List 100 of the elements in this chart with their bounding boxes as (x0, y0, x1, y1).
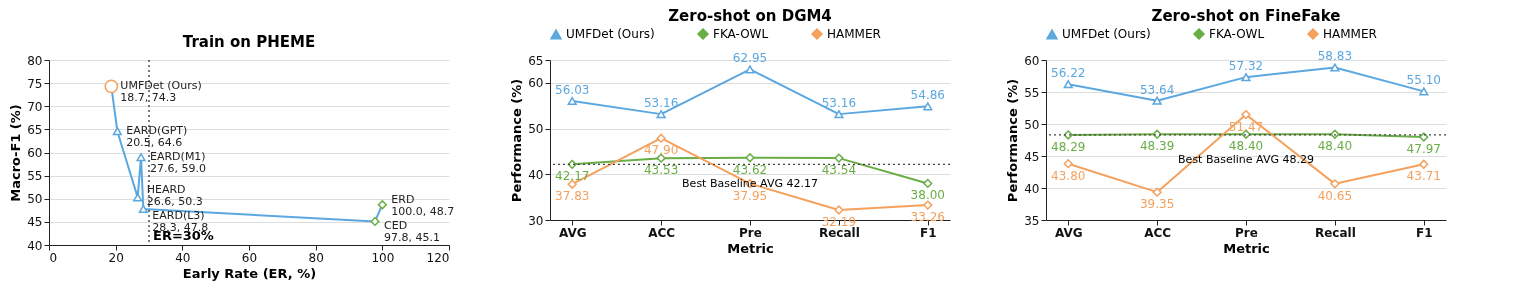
data-label: 48.40 (1317, 139, 1353, 154)
point (567, 96, 577, 106)
annotation: HEARD 26.6, 50.3 (146, 183, 203, 209)
point (834, 153, 844, 163)
legend-label: UMFDet (Ours) (1062, 27, 1151, 42)
y-tick-label: 35 (1024, 213, 1040, 228)
x-tick-label: Recall (818, 225, 860, 240)
point (745, 65, 755, 74)
data-label: 62.95 (732, 51, 768, 66)
x-axis-title: Early Rate (ER, %) (182, 265, 317, 281)
y-tick-label: 80 (27, 53, 43, 68)
y-tick-label: 50 (27, 192, 43, 207)
x-tick-label: Recall (1314, 225, 1356, 240)
y-axis-title: Performance (%) (509, 78, 525, 203)
point (923, 200, 933, 210)
y-tick-label: 65 (528, 53, 544, 68)
x-tick-label: 40 (175, 250, 191, 265)
point (133, 193, 143, 202)
point (1241, 73, 1251, 82)
point (745, 153, 755, 163)
data-label: 53.16 (643, 96, 679, 111)
data-label: 53.64 (1139, 82, 1175, 97)
data-label: 53.16 (821, 96, 857, 111)
data-label: 55.10 (1406, 73, 1441, 88)
data-label: 47.90 (643, 143, 679, 158)
annotation: CED 97.8, 45.1 (384, 218, 440, 244)
point (1330, 63, 1340, 72)
y-tick-label: 70 (27, 99, 43, 114)
point (1241, 109, 1251, 120)
x-axis-title: Metric (727, 240, 774, 256)
annotation: EARD(GPT) 20.5, 64.6 (126, 124, 188, 150)
point (834, 110, 844, 119)
y-tick-label: 50 (1024, 117, 1040, 132)
data-label: 43.62 (732, 162, 768, 177)
point (656, 133, 666, 143)
x-tick-label: ACC (648, 225, 676, 240)
data-label: 58.83 (1317, 49, 1353, 64)
y-tick-label: 55 (27, 169, 43, 184)
y-tick-label: 30 (528, 213, 544, 228)
x-axis-title: Metric (1223, 240, 1270, 256)
x-tick-label: 80 (308, 250, 324, 265)
data-label: 37.95 (732, 188, 768, 203)
data-label: 43.54 (821, 163, 857, 178)
data-label: 54.86 (910, 88, 945, 103)
x-tick-label: AVG (1054, 225, 1083, 240)
data-label: 56.03 (555, 83, 590, 98)
y-tick-label: 50 (528, 122, 544, 137)
y-tick-label: 40 (1024, 181, 1040, 196)
data-label: 48.29 (1051, 139, 1086, 154)
annotation: UMFDet (Ours) 18.7, 74.3 (120, 79, 202, 105)
x-tick-label: 120 (426, 250, 450, 265)
legend-label: FKA-OWL (1209, 27, 1265, 41)
chart-title: Train on PHEME (182, 33, 316, 51)
point (1330, 179, 1340, 189)
point (104, 79, 119, 94)
chart-title: Zero-shot on FineFake (1151, 7, 1341, 25)
y-tick-label: 60 (1024, 53, 1040, 68)
point (1063, 80, 1073, 89)
data-label: 56.22 (1051, 66, 1086, 81)
point (377, 200, 387, 210)
point (138, 204, 148, 214)
y-tick-label: 75 (27, 76, 43, 91)
data-label: 57.32 (1228, 59, 1264, 74)
x-tick-label: 20 (108, 250, 124, 265)
data-label: 48.40 (1228, 139, 1264, 154)
data-label: 48.39 (1139, 139, 1175, 154)
x-tick-label: ACC (1144, 225, 1172, 240)
y-tick-label: 40 (27, 238, 43, 253)
x-tick-label: 100 (371, 250, 395, 265)
x-tick-label: 0 (49, 250, 58, 265)
legend-label: UMFDet (Ours) (566, 27, 655, 42)
point (1152, 96, 1162, 105)
data-label: 40.65 (1317, 188, 1353, 203)
chart-title: Zero-shot on DGM4 (668, 7, 832, 25)
x-tick-label: Pre (739, 225, 762, 240)
point (923, 102, 933, 111)
y-tick-label: 45 (27, 215, 43, 230)
point (1063, 159, 1073, 169)
point (567, 179, 577, 189)
data-label: 43.53 (643, 163, 679, 178)
point (656, 153, 666, 163)
annotation: ERD 100.0, 48.7 (391, 193, 455, 219)
data-label: 47.97 (1406, 141, 1441, 156)
y-tick-label: 40 (528, 167, 544, 182)
data-label: 43.80 (1051, 168, 1086, 183)
legend-label: HAMMER (1323, 27, 1377, 41)
x-tick-label: Pre (1235, 225, 1258, 240)
point (1152, 187, 1162, 197)
y-tick-label: 60 (528, 76, 544, 91)
x-tick-label: F1 (920, 225, 937, 240)
point (1419, 87, 1429, 96)
data-label: 39.35 (1139, 197, 1175, 212)
point (923, 178, 933, 189)
y-tick-label: 55 (1024, 85, 1040, 100)
point (370, 216, 380, 227)
data-label: 42.17 (555, 169, 590, 184)
point (136, 153, 146, 162)
y-tick-label: 60 (27, 146, 43, 160)
y-tick-label: 45 (1024, 149, 1040, 164)
data-label: 43.71 (1406, 169, 1441, 184)
